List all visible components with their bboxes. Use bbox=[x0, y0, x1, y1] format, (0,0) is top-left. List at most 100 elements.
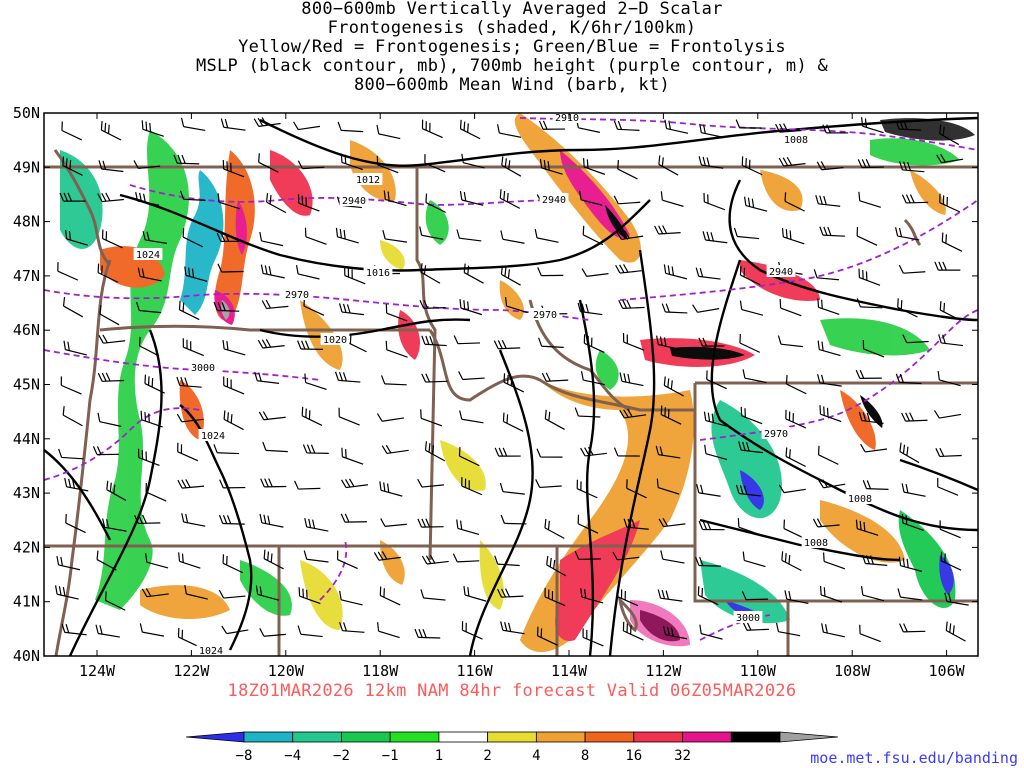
wind-barb bbox=[941, 232, 963, 252]
wind-barb bbox=[259, 231, 284, 247]
wind-barb bbox=[54, 585, 79, 600]
mslp-label-bg bbox=[196, 644, 226, 656]
wind-barb bbox=[304, 227, 327, 245]
wind-barb bbox=[133, 160, 161, 169]
wind-barb bbox=[260, 478, 287, 488]
colorbar-segment bbox=[682, 731, 732, 743]
wind-barb bbox=[655, 445, 681, 459]
wind-barb bbox=[855, 519, 879, 536]
wind-barb bbox=[656, 478, 680, 495]
wind-barb bbox=[703, 192, 726, 211]
wind-barb bbox=[546, 555, 567, 577]
colorbar-segment bbox=[341, 731, 391, 743]
wind-barb bbox=[263, 549, 284, 570]
wind-barb bbox=[338, 407, 360, 426]
forecast-valid-label: 18Z01MAR2026 12km NAM 84hr forecast Vali… bbox=[227, 681, 797, 701]
wind-barb bbox=[502, 412, 524, 432]
wind-barb bbox=[779, 298, 802, 317]
wind-barb bbox=[420, 589, 446, 601]
wind-barb bbox=[583, 334, 605, 354]
wind-barb bbox=[178, 552, 201, 569]
wind-barb bbox=[660, 405, 682, 425]
height-label: 2970 bbox=[285, 290, 309, 301]
wind-barb bbox=[137, 267, 162, 282]
lat-label: 40N bbox=[13, 647, 40, 665]
mslp-label-bg bbox=[198, 429, 228, 441]
wind-barb bbox=[784, 192, 805, 212]
wind-barb bbox=[61, 121, 83, 141]
wind-barb bbox=[180, 117, 206, 132]
wind-barb bbox=[106, 480, 127, 501]
wind-barb bbox=[699, 624, 723, 640]
wind-barb bbox=[704, 444, 728, 461]
wind-barb bbox=[898, 264, 926, 274]
wind-barb bbox=[458, 371, 485, 381]
wind-barb bbox=[497, 588, 524, 598]
wind-barb bbox=[778, 156, 806, 167]
wind-barb bbox=[376, 124, 401, 140]
wind-barb bbox=[899, 623, 926, 633]
wind-barb bbox=[775, 622, 801, 637]
latitude-axis: 50N 49N 48N 47N 46N 45N 44N 43N 42N 41N 40N bbox=[13, 104, 40, 665]
lat-label: 44N bbox=[13, 430, 40, 448]
wind-barb bbox=[742, 369, 767, 384]
wind-barb bbox=[258, 153, 279, 173]
wind-barb bbox=[100, 121, 122, 141]
wind-barb bbox=[253, 117, 281, 127]
wind-barb bbox=[859, 624, 881, 643]
wind-barb bbox=[619, 408, 647, 419]
height-label: 2940 bbox=[769, 267, 793, 278]
wind-barb bbox=[817, 340, 841, 357]
wind-barb bbox=[259, 628, 286, 637]
wind-barb bbox=[939, 124, 960, 146]
lon-label: 106W bbox=[929, 662, 966, 680]
height-label-bg bbox=[282, 288, 312, 300]
wind-barb bbox=[59, 192, 86, 202]
wind-barb bbox=[61, 623, 87, 636]
wind-barb bbox=[182, 338, 204, 357]
wind-barb bbox=[459, 119, 481, 140]
wind-barb bbox=[336, 550, 358, 570]
wind-barb bbox=[261, 299, 289, 310]
height-label: 3000 bbox=[736, 613, 760, 624]
wind-barb bbox=[458, 447, 480, 467]
wind-barb bbox=[822, 552, 846, 570]
lon-label: 110W bbox=[740, 662, 777, 680]
wind-barb bbox=[855, 369, 882, 379]
wind-barb bbox=[658, 517, 686, 528]
wind-barb bbox=[420, 263, 441, 284]
wind-barb bbox=[581, 268, 609, 277]
wind-barb bbox=[663, 376, 684, 397]
mslp-label-bg bbox=[801, 536, 831, 548]
wind-barb bbox=[934, 261, 961, 271]
wind-barb bbox=[503, 373, 525, 393]
wind-barb bbox=[944, 592, 969, 606]
wind-barb bbox=[98, 334, 126, 344]
wind-barb bbox=[95, 624, 120, 638]
height-label-bg bbox=[188, 361, 218, 373]
wind-barb bbox=[778, 484, 806, 494]
wind-barb bbox=[500, 514, 527, 525]
wind-barb bbox=[660, 191, 684, 207]
wind-barb bbox=[821, 623, 846, 638]
wind-barb bbox=[534, 228, 559, 243]
wind-barb bbox=[622, 333, 645, 351]
wind-barb bbox=[658, 155, 679, 176]
wind-barb bbox=[260, 264, 285, 279]
wind-barb bbox=[500, 265, 521, 286]
wind-barb bbox=[505, 296, 528, 314]
state-borders bbox=[44, 149, 978, 657]
wind-barb bbox=[933, 410, 962, 419]
wind-barb bbox=[500, 621, 525, 635]
credit-link[interactable]: moe.met.fsu.edu/banding bbox=[810, 749, 1018, 767]
wind-barb bbox=[698, 520, 725, 531]
wind-barb bbox=[781, 551, 802, 572]
wind-barb bbox=[577, 514, 599, 534]
wind-barb bbox=[657, 589, 683, 602]
wind-barb bbox=[822, 124, 849, 134]
wind-barb bbox=[459, 410, 484, 424]
wind-barb bbox=[341, 447, 364, 465]
mslp-label: 1016 bbox=[366, 268, 390, 279]
wind-barb bbox=[580, 446, 608, 457]
colorbar-segment bbox=[584, 731, 635, 743]
